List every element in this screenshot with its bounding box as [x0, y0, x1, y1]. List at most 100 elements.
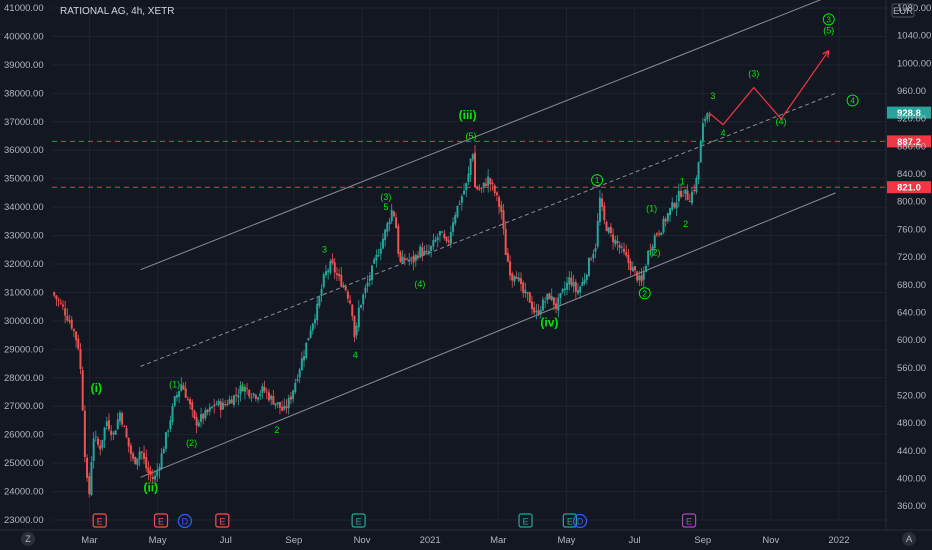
left-tick-label: 33000.00 — [4, 231, 44, 242]
trend-channels — [140, 0, 836, 478]
candle-body — [566, 282, 569, 290]
candle-body — [90, 462, 93, 496]
candle-body — [701, 123, 704, 141]
wave-label: (5) — [466, 131, 477, 141]
zoom-icon[interactable]: Z — [21, 532, 35, 546]
candle-body — [340, 274, 343, 287]
candle-body — [333, 262, 336, 273]
right-tick-label: 1040.00 — [897, 31, 931, 42]
candle-body — [392, 211, 395, 217]
candle-body — [86, 457, 89, 478]
candle-body — [61, 304, 64, 307]
candle-body — [662, 218, 665, 233]
right-tick-label: 560.00 — [897, 363, 926, 374]
time-tick-label: Mar — [81, 535, 97, 546]
candle-body — [684, 189, 687, 194]
candle-body — [633, 266, 636, 271]
wave-label: 2 — [683, 219, 688, 229]
event-earnings-marker[interactable] — [92, 513, 107, 528]
wave-label: 1 — [240, 383, 245, 393]
candle-body — [680, 190, 683, 197]
candle-body — [300, 358, 303, 371]
candle-body — [281, 406, 284, 411]
time-tick-label: May — [557, 535, 575, 546]
candle-body — [528, 292, 531, 303]
wave-label: (iv) — [540, 316, 558, 330]
wave-label: (3) — [748, 68, 759, 78]
candle-body — [467, 173, 470, 182]
candle-body — [590, 259, 593, 261]
currency-box[interactable] — [891, 3, 915, 18]
candle-body — [180, 384, 183, 391]
time-tick-label: Nov — [354, 535, 371, 546]
left-tick-label: 40000.00 — [4, 31, 44, 42]
wave-label: (4) — [776, 117, 787, 127]
candle-body — [311, 323, 314, 331]
candle-body — [522, 282, 525, 293]
candle-body — [511, 273, 514, 281]
event-dividend-marker[interactable] — [572, 513, 588, 529]
candle-body — [276, 402, 279, 405]
candle-body — [261, 385, 264, 393]
candle-body — [99, 445, 102, 450]
candle-body — [561, 289, 564, 292]
wave-label: (2) — [186, 438, 197, 448]
time-axis[interactable]: Mar May Jul Sep Nov 2021 Mar May Jul Sep Nov 2022 — [0, 529, 932, 546]
candle-body — [64, 308, 67, 316]
event-marker-label: E — [356, 517, 362, 527]
event-earnings-marker[interactable] — [518, 513, 533, 528]
event-earnings-marker[interactable] — [153, 513, 169, 528]
candle-body — [263, 387, 266, 392]
candle-body — [318, 297, 321, 306]
candle-body — [425, 250, 428, 252]
event-earnings-marker[interactable] — [215, 513, 230, 528]
wave-label: (5) — [823, 26, 834, 36]
time-tick-label: Jul — [628, 535, 640, 546]
currency-label: EUR — [893, 6, 913, 17]
candle-body — [221, 402, 224, 410]
right-tick-label: 440.00 — [897, 446, 926, 457]
wave-label: (2) — [650, 247, 661, 257]
auto-scale-icon[interactable]: A — [902, 532, 916, 546]
candle-body — [331, 259, 334, 264]
candle-body — [357, 307, 360, 328]
candle-body — [147, 467, 150, 473]
candle-body — [349, 300, 352, 304]
candle-body — [568, 277, 571, 285]
candle-body — [241, 386, 244, 392]
left-tick-label: 28000.00 — [4, 373, 44, 384]
candle-body — [368, 277, 371, 281]
event-marker-label: E — [523, 517, 529, 527]
wave-circle — [638, 287, 651, 300]
candle-body — [596, 220, 599, 247]
right-tick-label: 600.00 — [897, 335, 926, 346]
candle-body — [272, 396, 275, 405]
wave-label: 2 — [274, 425, 279, 435]
candle-body — [114, 430, 117, 435]
event-earnings-marker[interactable] — [351, 513, 366, 528]
time-tick-label: Sep — [694, 535, 711, 546]
candle-body — [224, 404, 227, 406]
left-tick-label: 41000.00 — [4, 3, 44, 14]
wave-label: (ii) — [143, 481, 158, 495]
event-dividend-marker[interactable] — [177, 513, 192, 529]
candle-body — [655, 233, 658, 235]
candle-body — [509, 261, 512, 276]
event-earnings-marker[interactable] — [562, 513, 577, 528]
candle-body — [456, 205, 459, 217]
candle-body — [682, 195, 685, 197]
candle-body — [77, 338, 80, 349]
event-earnings-marker[interactable] — [681, 513, 697, 528]
left-tick-label: 37000.00 — [4, 117, 44, 128]
candle-body — [59, 302, 62, 304]
candle-body — [471, 154, 474, 160]
candle-body — [555, 303, 558, 309]
candle-body — [160, 453, 163, 469]
candle-body — [364, 287, 367, 294]
candle-body — [66, 315, 69, 321]
candle-body — [430, 246, 433, 251]
right-tick-label: 680.00 — [897, 280, 926, 291]
candle-body — [164, 432, 167, 449]
candle-body — [583, 279, 586, 284]
